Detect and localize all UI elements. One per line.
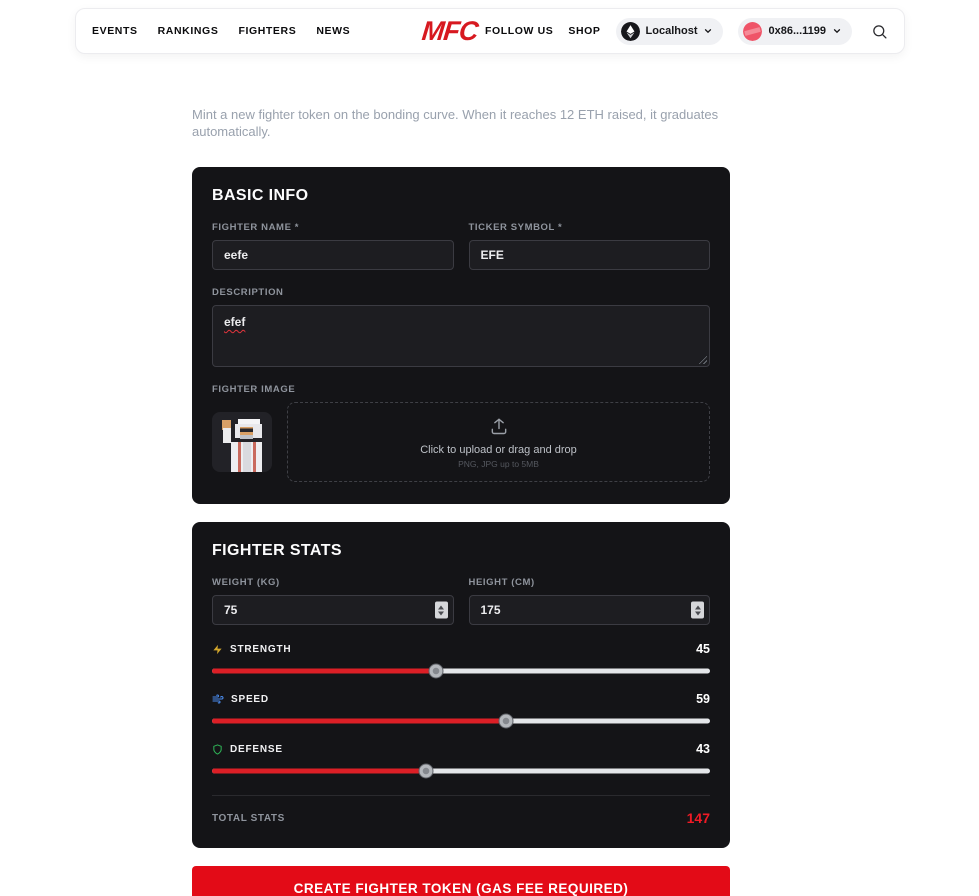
defense-stat-head: DEFENSE 43 [212,742,710,756]
primary-nav: EVENTS RANKINGS FIGHTERS NEWS [92,25,350,37]
navbar-right-cluster: FOLLOW US SHOP Localhost [484,17,888,45]
upload-instruction: Click to upload or drag and drop [420,443,577,456]
strength-stat-block: STRENGTH 45 [212,642,710,678]
strength-stat-name: STRENGTH [230,643,292,655]
weight-input-wrap [212,595,454,625]
description-label: DESCRIPTION [212,287,284,298]
lightning-icon [212,644,223,655]
network-selector[interactable]: Localhost [615,17,724,45]
strength-slider-fill [212,668,437,673]
defense-slider[interactable] [212,763,710,778]
stepper-down-icon[interactable] [694,611,701,615]
chevron-down-icon [832,26,842,36]
strength-stat-value: 45 [696,642,710,656]
strength-slider-track[interactable] [212,668,710,673]
speed-stat-left: SPEED [212,693,269,705]
ticker-symbol-group: TICKER SYMBOL * [468,222,710,270]
wallet-avatar [743,21,763,41]
speed-slider-fill [212,718,506,723]
description-textarea[interactable]: efef [212,305,710,367]
pixel-art-fighter-avatar [212,412,272,472]
strength-slider[interactable] [212,663,710,678]
textarea-resize-handle[interactable] [696,353,707,364]
basic-info-card: BASIC INFO FIGHTER NAME * TICKER SYMBOL … [192,167,730,504]
create-fighter-token-button[interactable]: CREATE FIGHTER TOKEN (GAS FEE REQUIRED) [192,866,730,896]
speed-stat-block: SPEED 59 [212,692,710,728]
stepper-up-icon[interactable] [438,605,444,609]
fighter-image-preview [212,412,272,472]
upload-icon [489,416,509,441]
mfc-logo[interactable]: MFC [420,15,480,46]
total-stats-label: TOTAL STATS [212,812,285,824]
upload-format-hint: PNG, JPG up to 5MB [458,458,539,469]
weight-group: WEIGHT (KG) [212,577,454,625]
chevron-down-icon [703,26,713,36]
defense-stat-name: DEFENSE [230,743,283,755]
fighter-image-row: Click to upload or drag and drop PNG, JP… [212,402,710,482]
page-intro-text: Mint a new fighter token on the bonding … [192,107,719,139]
defense-slider-fill [212,768,427,773]
total-stats-row: TOTAL STATS 147 [212,795,710,826]
nav-link-news[interactable]: NEWS [316,25,351,37]
ethereum-network-icon [620,21,640,41]
fighter-name-input[interactable] [212,240,454,270]
nav-link-events[interactable]: EVENTS [92,25,138,37]
defense-stat-block: DEFENSE 43 [212,742,710,778]
nav-link-rankings[interactable]: RANKINGS [157,25,219,37]
height-label: HEIGHT (CM) [468,577,535,588]
strength-stat-head: STRENGTH 45 [212,642,710,656]
search-icon[interactable] [871,23,888,40]
height-input-wrap [468,595,710,625]
number-stepper[interactable] [691,601,704,619]
defense-slider-thumb[interactable] [418,763,434,778]
strength-slider-thumb[interactable] [428,663,444,678]
network-label: Localhost [645,25,698,37]
description-value: efef [224,315,246,329]
fighter-name-group: FIGHTER NAME * [212,222,454,270]
name-ticker-row: FIGHTER NAME * TICKER SYMBOL * [212,222,710,270]
strength-stat-left: STRENGTH [212,644,291,655]
fighter-image-group: FIGHTER IMAGE [212,384,710,482]
ticker-symbol-label: TICKER SYMBOL * [468,222,563,233]
wallet-address-label: 0x86...1199 [768,25,826,37]
nav-link-follow-us[interactable]: FOLLOW US [484,25,554,37]
fighter-stats-card: FIGHTER STATS WEIGHT (KG) HEIGHT (CM) [192,522,730,848]
weight-height-row: WEIGHT (KG) HEIGHT (CM) [212,577,710,625]
image-upload-dropzone[interactable]: Click to upload or drag and drop PNG, JP… [287,402,710,482]
weight-input[interactable] [212,595,454,625]
top-navbar: EVENTS RANKINGS FIGHTERS NEWS MFC FOLLOW… [75,8,905,54]
create-fighter-page: Mint a new fighter token on the bonding … [192,106,730,896]
stepper-down-icon[interactable] [438,611,444,615]
shield-icon [212,743,223,755]
basic-info-title: BASIC INFO [212,187,309,204]
fighter-image-label: FIGHTER IMAGE [212,384,296,395]
height-input[interactable] [468,595,710,625]
defense-stat-value: 43 [696,742,710,756]
speed-slider[interactable] [212,713,710,728]
nav-link-shop[interactable]: SHOP [568,25,601,37]
wallet-account-button[interactable]: 0x86...1199 [738,17,852,45]
weight-label: WEIGHT (KG) [212,577,280,588]
speed-stat-head: SPEED 59 [212,692,710,706]
defense-slider-track[interactable] [212,768,710,773]
speed-stat-value: 59 [696,692,710,706]
number-stepper[interactable] [434,601,448,619]
total-stats-value: 147 [686,810,710,826]
stepper-up-icon[interactable] [694,605,701,609]
fighter-name-label: FIGHTER NAME * [212,222,300,233]
defense-stat-left: DEFENSE [212,744,283,755]
fighter-stats-title: FIGHTER STATS [212,542,342,559]
speed-stat-name: SPEED [231,693,269,705]
description-group: DESCRIPTION efef [212,287,710,367]
wind-icon [212,693,224,705]
ticker-symbol-input[interactable] [468,240,710,270]
speed-slider-thumb[interactable] [498,713,514,728]
nav-link-fighters[interactable]: FIGHTERS [238,25,297,37]
height-group: HEIGHT (CM) [468,577,710,625]
